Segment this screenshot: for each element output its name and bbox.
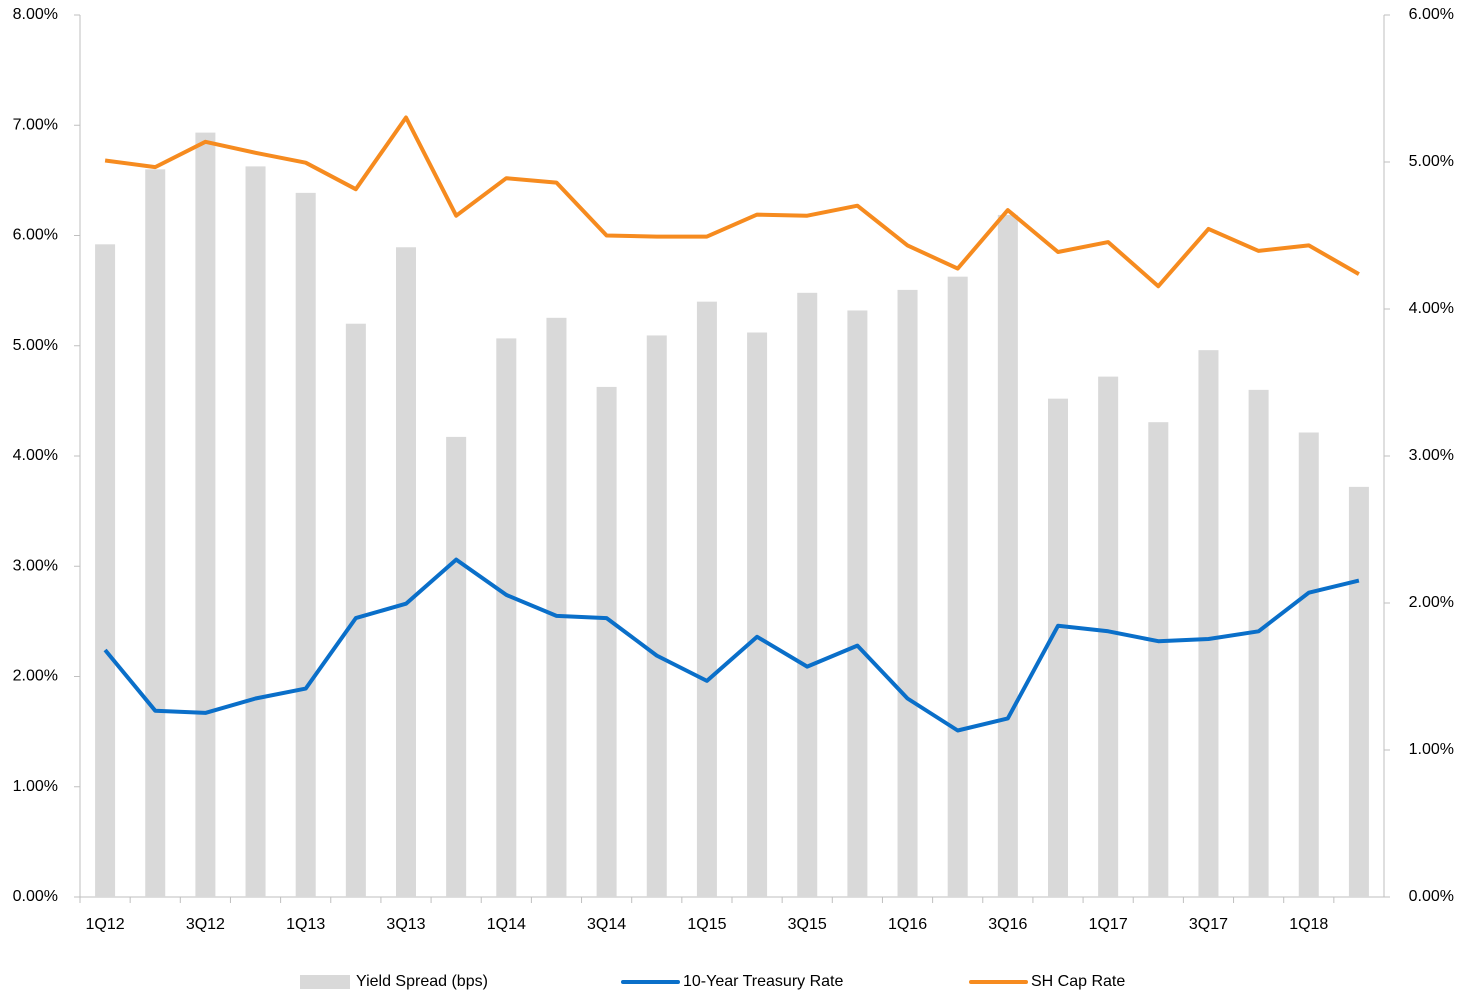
y2-tick-label: 2.00% [1409, 594, 1454, 611]
bar [1048, 398, 1068, 897]
bar [396, 247, 416, 897]
y-tick-label: 1.00% [13, 778, 58, 795]
x-tick-label: 3Q14 [587, 916, 626, 933]
x-tick-label: 1Q17 [1089, 916, 1128, 933]
y-tick-label: 7.00% [13, 116, 58, 133]
bar [295, 192, 316, 897]
y2-tick-label: 6.00% [1409, 6, 1454, 23]
line [103, 557, 1360, 733]
bar [997, 214, 1018, 898]
bar [345, 323, 366, 897]
bar [1198, 350, 1219, 897]
y-tick-label: 6.00% [13, 227, 58, 244]
bar [897, 289, 918, 897]
bar [646, 335, 667, 898]
bar [446, 436, 467, 897]
x-tick-label: 3Q15 [788, 916, 827, 933]
bar [797, 292, 818, 898]
x-tick-label: 1Q18 [1289, 916, 1328, 933]
y2-tick-label: 0.00% [1409, 888, 1454, 905]
bar [1298, 432, 1319, 897]
x-tick-label: 1Q15 [687, 916, 726, 933]
y-tick-label: 3.00% [13, 557, 58, 574]
y2-tick-label: 3.00% [1409, 447, 1454, 464]
x-tick-label: 1Q13 [286, 916, 325, 933]
bar [1248, 389, 1269, 897]
bar [747, 332, 768, 897]
bar [546, 317, 567, 897]
bar [596, 386, 617, 897]
x-tick-label: 3Q16 [988, 916, 1027, 933]
line [104, 115, 1360, 289]
x-tick-label: 3Q17 [1189, 916, 1228, 933]
x-tick-label: 1Q16 [888, 916, 927, 933]
bar [1148, 422, 1169, 897]
y2-tick-label: 5.00% [1409, 153, 1454, 170]
x-tick-label: 3Q13 [386, 916, 425, 933]
y-tick-label: 2.00% [13, 668, 58, 685]
legend-label: SH Cap Rate [1031, 973, 1125, 990]
bar [496, 338, 517, 897]
bar [696, 301, 717, 897]
y2-tick-label: 4.00% [1409, 300, 1454, 317]
x-tick-label: 3Q12 [186, 916, 225, 933]
bar [1348, 486, 1369, 897]
y-tick-label: 0.00% [13, 888, 58, 905]
bar [847, 310, 868, 898]
bar [195, 132, 216, 898]
bar [95, 244, 116, 897]
x-tick-label: 1Q12 [86, 916, 125, 933]
legend-label: Yield Spread (bps) [356, 973, 488, 990]
bar [145, 169, 166, 898]
y-tick-label: 8.00% [13, 6, 58, 23]
bar [1098, 376, 1119, 897]
legend-swatch [300, 975, 350, 989]
legend-label: 10-Year Treasury Rate [683, 973, 843, 990]
x-tick-label: 1Q14 [487, 916, 526, 933]
bar [245, 166, 266, 897]
y2-tick-label: 1.00% [1409, 741, 1454, 758]
y-tick-label: 5.00% [13, 337, 58, 354]
bar [947, 276, 968, 897]
y-tick-label: 4.00% [13, 447, 58, 464]
